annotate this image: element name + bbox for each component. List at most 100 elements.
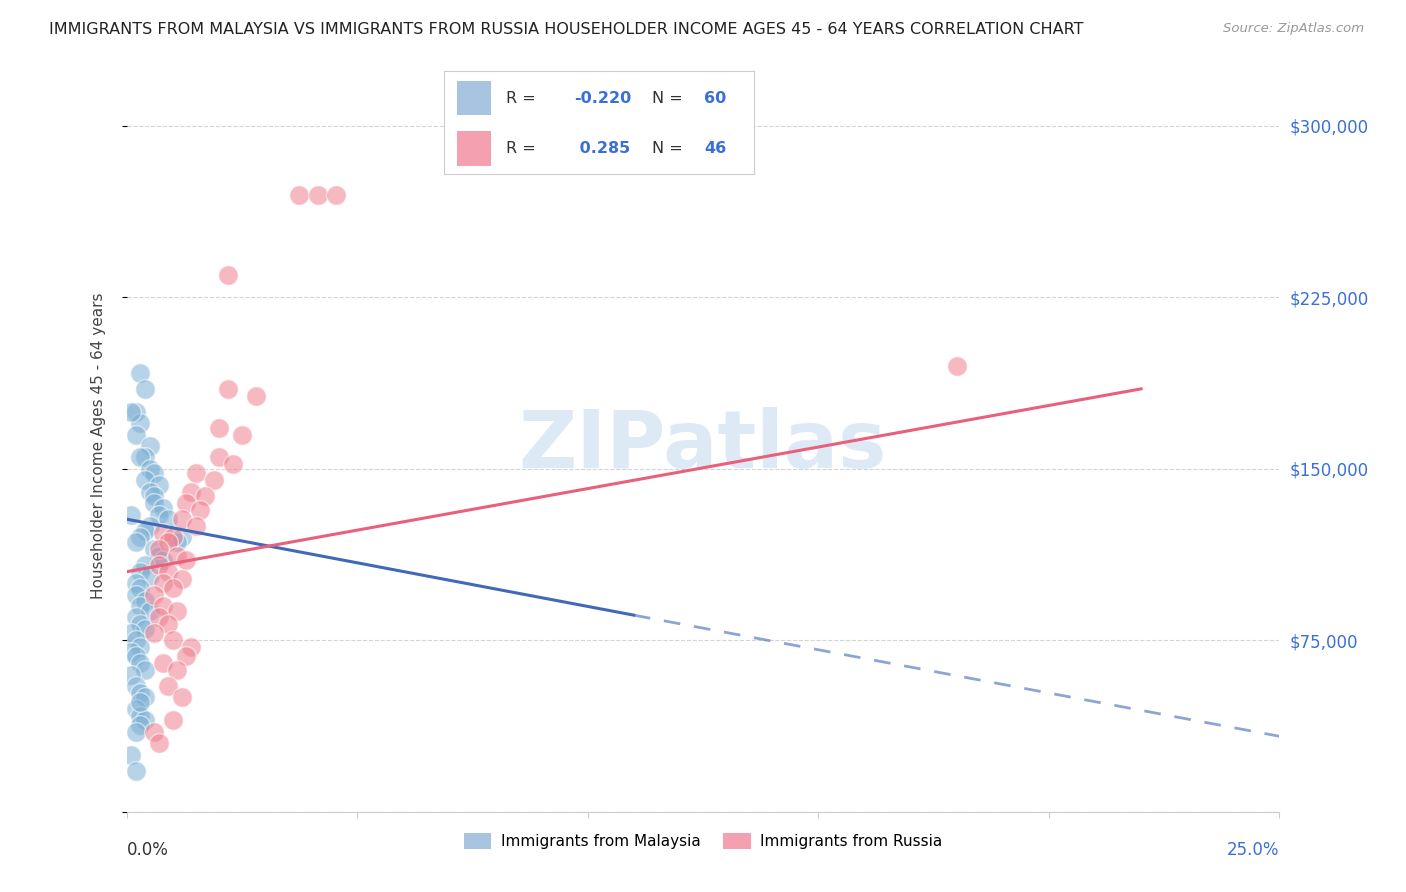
Point [143,541,166,556]
Point [194,489,217,503]
Point [129,708,152,723]
Point [129,581,152,595]
Point [157,679,180,693]
Point [162,530,184,544]
Point [166,535,188,549]
Point [120,667,142,681]
Point [143,724,166,739]
Point [202,473,225,487]
Point [129,686,152,700]
Point [125,588,148,602]
Point [180,640,202,655]
Point [143,467,166,481]
Point [166,663,188,677]
Point [157,512,180,526]
Point [134,714,156,728]
Text: ZIPatlas: ZIPatlas [519,407,887,485]
Point [170,512,193,526]
Point [125,535,148,549]
Point [148,478,170,492]
Point [129,656,152,670]
Text: R =: R = [506,90,541,105]
Point [208,420,231,434]
Point [307,187,329,202]
Point [162,581,184,595]
Text: N =: N = [651,141,688,156]
Point [125,405,148,419]
Point [152,500,174,515]
Text: N =: N = [651,90,688,105]
Point [148,736,170,750]
Bar [457,131,491,166]
Point [120,508,142,522]
Point [176,553,198,567]
Text: IMMIGRANTS FROM MALAYSIA VS IMMIGRANTS FROM RUSSIA HOUSEHOLDER INCOME AGES 45 - : IMMIGRANTS FROM MALAYSIA VS IMMIGRANTS F… [49,22,1084,37]
Point [138,484,160,499]
Point [217,268,239,282]
Text: 60: 60 [704,90,727,105]
Point [162,714,184,728]
Point [129,718,152,732]
Point [221,457,243,471]
Text: 46: 46 [704,141,727,156]
Point [134,524,156,538]
Point [120,645,142,659]
Point [125,610,148,624]
Text: 0.0%: 0.0% [127,841,169,859]
Point [152,553,174,567]
Text: -0.220: -0.220 [574,90,631,105]
Point [129,450,152,465]
Point [143,588,166,602]
Point [134,382,156,396]
Point [125,649,148,664]
Point [148,549,170,563]
Point [152,576,174,591]
Point [138,462,160,476]
Point [148,541,170,556]
Point [143,626,166,640]
Point [152,656,174,670]
Point [157,565,180,579]
Point [134,663,156,677]
Point [945,359,967,373]
Point [129,366,152,380]
Point [120,405,142,419]
Point [208,450,231,465]
Point [129,617,152,632]
Point [125,724,148,739]
Point [134,473,156,487]
Point [125,764,148,778]
Point [134,594,156,608]
Point [129,599,152,613]
Point [138,439,160,453]
Legend: Immigrants from Malaysia, Immigrants from Russia: Immigrants from Malaysia, Immigrants fro… [458,827,948,855]
Text: 0.285: 0.285 [574,141,630,156]
Point [184,519,207,533]
Point [120,747,142,762]
Point [170,530,193,544]
Point [148,558,170,572]
Point [129,695,152,709]
Point [152,599,174,613]
Point [143,489,166,503]
Point [176,496,198,510]
Point [176,649,198,664]
Text: 25.0%: 25.0% [1227,841,1279,859]
Point [120,626,142,640]
Point [125,679,148,693]
Y-axis label: Householder Income Ages 45 - 64 years: Householder Income Ages 45 - 64 years [91,293,105,599]
Point [134,558,156,572]
Point [138,569,160,583]
Point [166,549,188,563]
Point [180,484,202,499]
Point [170,690,193,705]
Point [325,187,347,202]
Point [125,702,148,716]
Point [138,603,160,617]
Point [245,389,267,403]
Point [166,603,188,617]
Point [152,525,174,540]
Point [129,565,152,579]
Point [148,610,170,624]
Point [138,519,160,533]
